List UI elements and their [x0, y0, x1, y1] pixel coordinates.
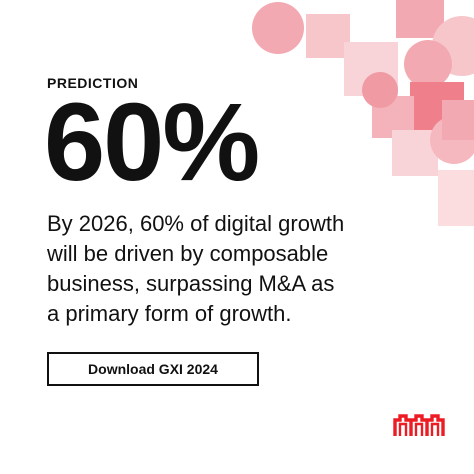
- pattern-shapes: [252, 0, 474, 226]
- headline-line: By 2026, 60% of digital growth: [47, 211, 345, 236]
- equinix-logo-icon[interactable]: [392, 412, 446, 438]
- headline-line: business, surpassing M&A as: [47, 271, 335, 296]
- logo-path: [393, 414, 445, 436]
- pattern-circle: [362, 72, 398, 108]
- pattern-square: [442, 100, 474, 140]
- headline-line: a primary form of growth.: [47, 301, 292, 326]
- pattern-circle: [252, 2, 304, 54]
- pattern-square: [306, 14, 350, 58]
- pattern-circle: [404, 40, 452, 88]
- logo-inner-path: [398, 422, 440, 436]
- stat-value: 60%: [44, 81, 260, 204]
- eyebrow-label: PREDICTION: [47, 75, 139, 91]
- headline-line: will be driven by composable: [47, 241, 329, 266]
- download-gxi-button[interactable]: Download GXI 2024: [47, 352, 259, 386]
- headline: By 2026, 60% of digital growth will be d…: [47, 209, 427, 329]
- pattern-square: [438, 170, 474, 226]
